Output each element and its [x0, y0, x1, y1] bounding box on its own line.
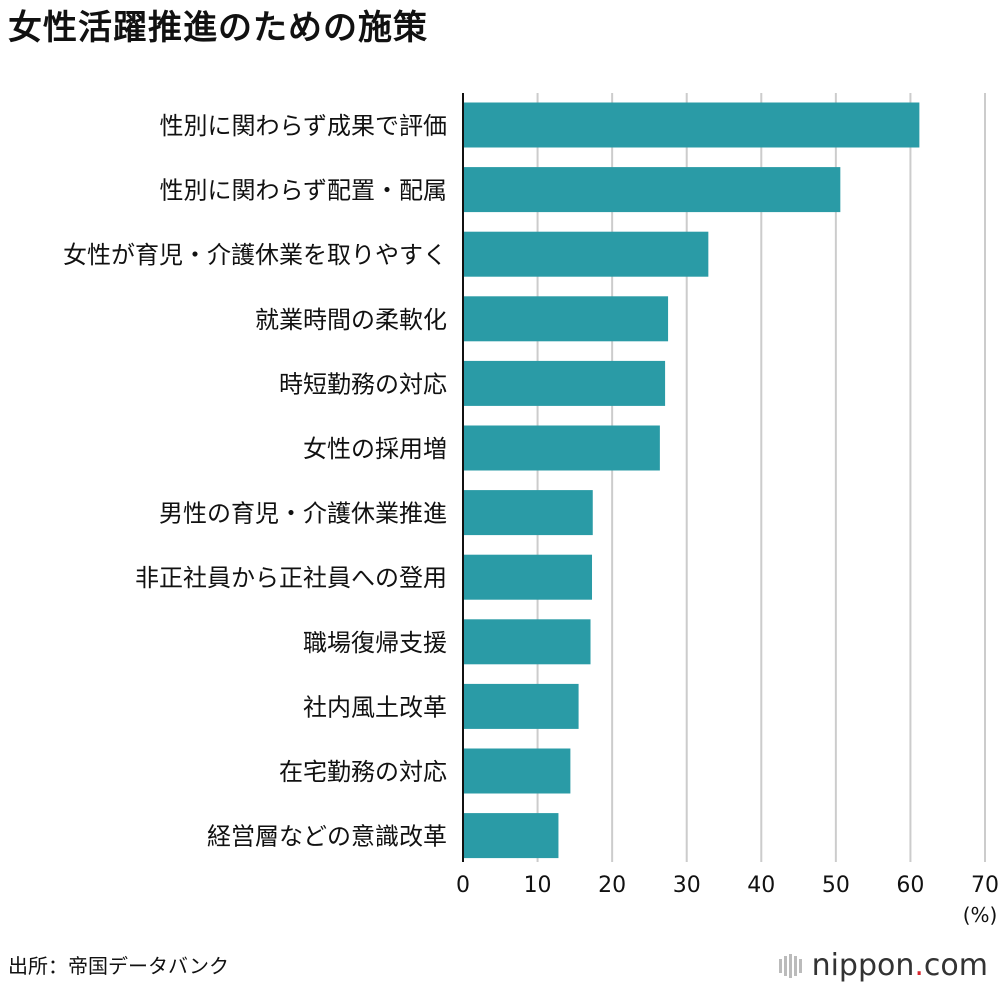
bar	[463, 683, 579, 729]
category-label: 男性の育児・介護休業推進	[159, 500, 447, 528]
x-tick-label: 30	[673, 873, 701, 898]
category-label: 女性が育児・介護休業を取りやすく	[63, 241, 447, 269]
bar	[463, 490, 593, 536]
bar	[463, 231, 709, 277]
category-label: 性別に関わらず成果で評価	[159, 112, 447, 140]
bar	[463, 360, 666, 406]
category-label: 非正社員から正社員への登用	[135, 564, 447, 592]
bar	[463, 813, 559, 859]
category-label: 社内風土改革	[303, 693, 447, 721]
chart-title: 女性活躍推進のための施策	[8, 8, 428, 48]
bar-layer	[463, 102, 920, 859]
nippon-logo-icon	[778, 954, 802, 978]
x-tick-label: 10	[524, 873, 552, 898]
brand-suffix: com	[923, 948, 988, 983]
category-label: 在宅勤務の対応	[279, 758, 447, 786]
bar	[463, 167, 841, 213]
x-tick-label: 50	[822, 873, 850, 898]
x-tick-label: 20	[598, 873, 626, 898]
category-label: 就業時間の柔軟化	[255, 306, 447, 334]
bar	[463, 425, 660, 471]
brand-logo: nippon. com	[778, 946, 988, 986]
category-label: 女性の採用増	[303, 435, 447, 463]
category-label: 性別に関わらず配置・配属	[159, 177, 447, 205]
bar	[463, 102, 920, 148]
brand-name: nippon	[811, 948, 915, 983]
category-label-layer: 性別に関わらず成果で評価性別に関わらず配置・配属女性が育児・介護休業を取りやすく…	[63, 112, 447, 851]
bar	[463, 748, 571, 794]
x-tick-label: 0	[456, 873, 470, 898]
x-tick-label: 70	[971, 873, 999, 898]
unit-label: (%)	[963, 903, 998, 927]
grid-layer	[536, 93, 986, 862]
category-label: 時短勤務の対応	[279, 370, 447, 398]
x-tick-label: 40	[747, 873, 775, 898]
x-tick-label: 60	[896, 873, 924, 898]
bar-chart: 性別に関わらず成果で評価性別に関わらず配置・配属女性が育児・介護休業を取りやすく…	[63, 93, 999, 927]
source-note: 出所：帝国データバンク	[8, 954, 229, 978]
category-label: 職場復帰支援	[303, 629, 447, 657]
bar	[463, 296, 669, 342]
tick-label-layer: 0 10 20 30 40 50 60 70	[456, 873, 999, 898]
bar	[463, 619, 591, 665]
bar	[463, 554, 593, 600]
category-label: 経営層などの意識改革	[207, 823, 447, 851]
brand-dot: .	[914, 948, 924, 983]
